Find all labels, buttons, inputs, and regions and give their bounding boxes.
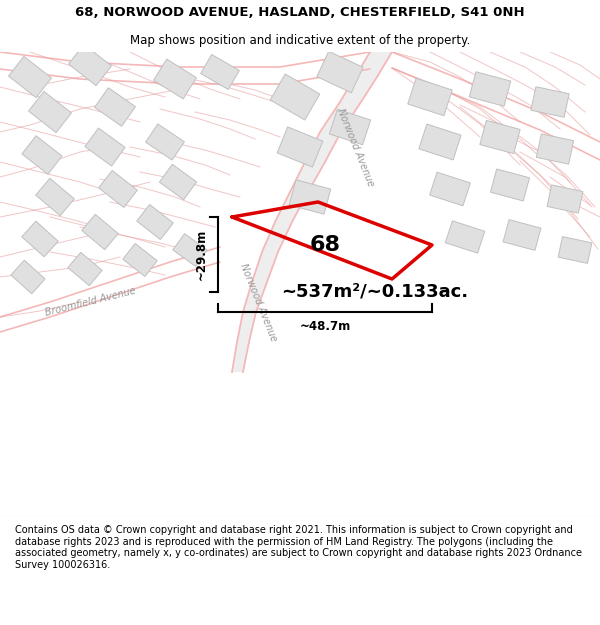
Polygon shape <box>137 204 173 239</box>
Polygon shape <box>547 185 583 213</box>
Polygon shape <box>419 124 461 160</box>
Polygon shape <box>329 109 371 145</box>
Polygon shape <box>95 88 136 126</box>
Polygon shape <box>35 178 74 216</box>
Polygon shape <box>11 260 45 294</box>
Polygon shape <box>22 136 62 174</box>
Polygon shape <box>29 91 71 132</box>
Text: Norwood Avenue: Norwood Avenue <box>335 106 375 188</box>
Polygon shape <box>480 121 520 154</box>
Polygon shape <box>68 253 102 286</box>
Polygon shape <box>200 54 239 89</box>
Polygon shape <box>68 44 112 86</box>
Text: Norwood Avenue: Norwood Avenue <box>238 261 278 343</box>
Polygon shape <box>22 221 58 257</box>
Text: ~29.8m: ~29.8m <box>195 229 208 280</box>
Text: 68: 68 <box>310 235 341 255</box>
Polygon shape <box>82 214 118 249</box>
Text: ~48.7m: ~48.7m <box>299 319 350 332</box>
Text: Map shows position and indicative extent of the property.: Map shows position and indicative extent… <box>130 34 470 47</box>
Polygon shape <box>270 74 320 120</box>
Polygon shape <box>490 169 530 201</box>
Text: 68, NORWOOD AVENUE, HASLAND, CHESTERFIELD, S41 0NH: 68, NORWOOD AVENUE, HASLAND, CHESTERFIEL… <box>75 6 525 19</box>
Polygon shape <box>558 237 592 263</box>
Polygon shape <box>277 127 323 167</box>
Text: ~537m²/~0.133ac.: ~537m²/~0.133ac. <box>281 283 469 301</box>
Polygon shape <box>160 164 197 200</box>
Polygon shape <box>503 219 541 251</box>
Polygon shape <box>98 171 137 208</box>
Text: Contains OS data © Crown copyright and database right 2021. This information is : Contains OS data © Crown copyright and d… <box>15 525 582 570</box>
Polygon shape <box>8 56 52 98</box>
Polygon shape <box>154 59 196 99</box>
Polygon shape <box>146 124 184 160</box>
Polygon shape <box>85 128 125 166</box>
Text: Broomfield Avenue: Broomfield Avenue <box>44 286 136 318</box>
Polygon shape <box>173 234 207 266</box>
Polygon shape <box>430 172 470 206</box>
Polygon shape <box>408 78 452 116</box>
Polygon shape <box>232 52 392 372</box>
Polygon shape <box>536 134 574 164</box>
Polygon shape <box>123 244 157 276</box>
Polygon shape <box>531 87 569 118</box>
Polygon shape <box>289 180 331 214</box>
Polygon shape <box>317 51 363 92</box>
Polygon shape <box>445 221 485 253</box>
Polygon shape <box>469 72 511 106</box>
